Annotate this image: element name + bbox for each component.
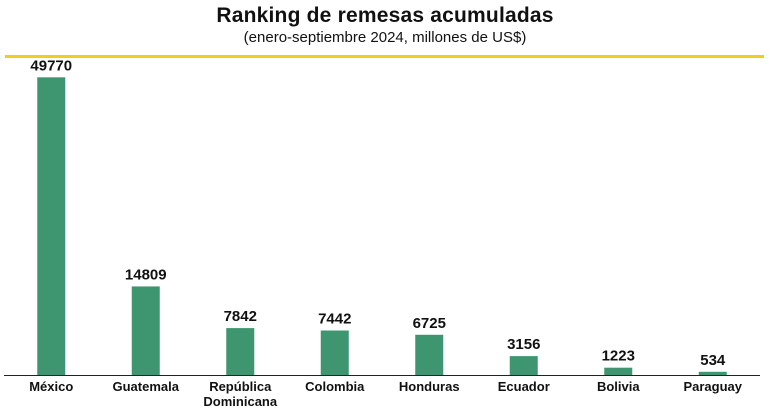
chart-title: Ranking de remesas acumuladas (216, 4, 554, 27)
category-label: México (29, 379, 73, 394)
bar (509, 356, 538, 375)
data-label: 534 (700, 352, 726, 369)
category-label: Honduras (399, 379, 460, 394)
bar (604, 367, 633, 375)
category-label: Colombia (305, 379, 365, 394)
category-label: Bolivia (597, 379, 640, 394)
bar (415, 334, 444, 375)
bar (226, 328, 255, 375)
bar (131, 286, 160, 375)
category-label: Ecuador (498, 379, 550, 394)
bar (320, 330, 349, 375)
category-label: Paraguay (683, 379, 742, 394)
bar (698, 371, 727, 375)
category-label: República Dominicana (203, 379, 277, 409)
data-label: 7842 (224, 308, 257, 325)
data-label: 7442 (318, 310, 351, 327)
category-label: Guatemala (113, 379, 180, 394)
title-accent-line (5, 55, 764, 58)
data-label: 14809 (125, 266, 167, 283)
data-label: 6725 (413, 315, 446, 332)
data-label: 49770 (30, 57, 72, 74)
bar (37, 77, 66, 375)
chart-subtitle: (enero-septiembre 2024, millones de US$) (243, 29, 527, 46)
data-label: 1223 (602, 348, 635, 365)
data-label: 3156 (507, 336, 540, 353)
